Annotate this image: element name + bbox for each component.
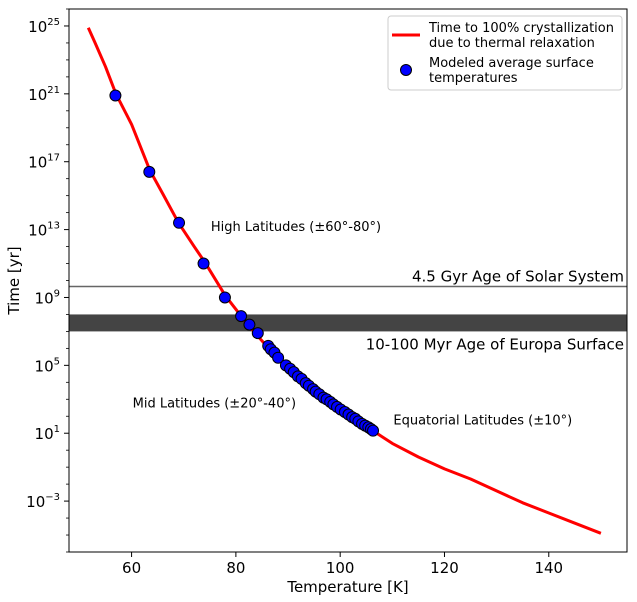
bands-layer: 10-100 Myr Age of Europa Surface — [69, 314, 627, 353]
y-axis-label: Time [yr] — [5, 246, 23, 315]
y-tick-label: 1021 — [28, 85, 60, 104]
latitude-annotation: Equatorial Latitudes (±10°) — [393, 414, 572, 429]
x-tick-label: 140 — [534, 559, 563, 577]
y-tick-label: 10−3 — [26, 492, 60, 511]
y-tick-label: 1017 — [28, 153, 60, 172]
latitude-annotation: Mid Latitudes (±20°-40°) — [133, 397, 296, 412]
legend-line-label-1: Time to 100% crystallization — [428, 21, 614, 36]
surface-temperature-point — [272, 351, 285, 364]
legend-points-label-1: Modeled average surface — [429, 56, 594, 71]
solar-system-age-label: 4.5 Gyr Age of Solar System — [412, 267, 624, 285]
legend-line-label-2: due to thermal relaxation — [429, 36, 595, 51]
x-tick-label: 60 — [122, 559, 141, 577]
surface-temperature-point — [243, 318, 256, 331]
y-tick-label: 109 — [35, 288, 60, 307]
surface-temperature-point — [143, 165, 156, 178]
x-tick-label: 100 — [326, 559, 355, 577]
x-axis: 60 80 100 120 140 — [122, 552, 563, 577]
y-tick-label: 105 — [35, 356, 60, 375]
annotations-layer: High Latitudes (±60°-80°) Mid Latitudes (… — [133, 220, 573, 428]
y-axis: 1025 1021 1017 1013 109 105 101 10−3 — [26, 8, 69, 553]
europa-surface-age-band — [69, 314, 627, 332]
surface-temperature-point — [109, 89, 122, 102]
legend-box — [387, 15, 623, 91]
y-tick-label: 1025 — [28, 17, 60, 36]
surface-temperature-point — [197, 257, 210, 270]
legend: Time to 100% crystallization due to ther… — [387, 15, 623, 91]
y-tick-label: 1013 — [28, 221, 60, 240]
surface-temperature-point — [251, 327, 264, 340]
europa-surface-age-label: 10-100 Myr Age of Europa Surface — [366, 335, 624, 353]
surface-temperature-point — [218, 291, 231, 304]
y-tick-label: 101 — [35, 424, 60, 443]
legend-points-label-2: temperatures — [429, 71, 518, 86]
hlines-layer: 4.5 Gyr Age of Solar System — [69, 267, 627, 288]
points-layer — [109, 89, 380, 437]
surface-temperature-point — [367, 424, 380, 437]
x-tick-label: 80 — [226, 559, 245, 577]
x-tick-label: 120 — [430, 559, 459, 577]
surface-temperature-point — [173, 216, 186, 229]
x-axis-label: Temperature [K] — [286, 578, 408, 596]
latitude-annotation: High Latitudes (±60°-80°) — [211, 220, 381, 235]
legend-point-swatch — [400, 64, 412, 76]
surface-temperature-point — [235, 310, 248, 323]
